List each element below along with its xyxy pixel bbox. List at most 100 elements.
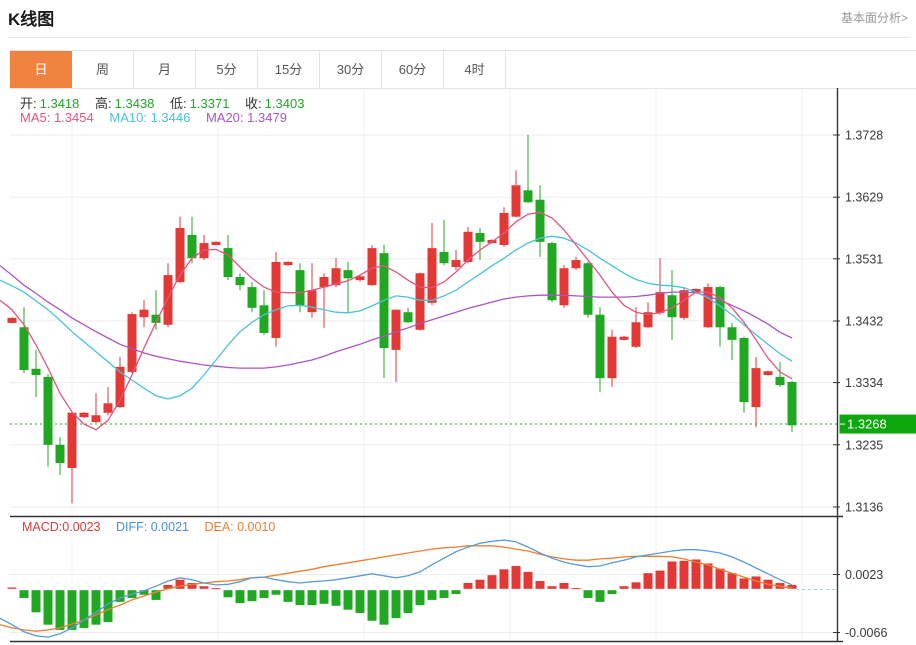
macd-bar-down [319,590,329,604]
diff-readout: DIFF: 0.0021 [116,520,189,534]
candle-body [763,371,773,376]
tab-60min[interactable]: 60分 [382,51,444,88]
candle-body [175,228,185,283]
ohlc-legend: 开: 1.3418 高: 1.3438 低: 1.3371 收: 1.3403 [20,93,316,112]
macd-bar-down [31,590,41,613]
candle-body [667,295,677,318]
last-price-label: 1.3268 [847,417,887,432]
candle-body [415,273,425,330]
tab-30min[interactable]: 30分 [320,51,382,88]
candle-body [439,251,449,264]
macd-bar-up [679,560,689,589]
macd-readout: MACD:0.0023 [22,520,101,534]
candle-body [67,412,77,469]
candle-body [319,277,329,288]
candle-body [403,312,413,323]
candle-body [343,270,353,279]
tab-month[interactable]: 月 [134,51,196,88]
ma20-readout: MA20: 1.3479 [205,110,287,125]
macd-bar-down [415,590,425,606]
price-axis-label: 1.3629 [845,191,883,205]
candle-body [103,403,113,413]
candle-body [571,260,581,269]
macd-bar-up [535,581,545,589]
candle-body [679,290,689,318]
header-divider [8,37,910,38]
candle-body [355,276,365,281]
candle-body [127,314,137,372]
price-axis-label: 1.3334 [845,376,883,390]
macd-bar-up [691,559,701,589]
ma20-line [0,265,793,369]
candle-body [775,376,785,386]
tab-4hour[interactable]: 4时 [444,51,506,88]
dea-readout: DEA: 0.0010 [204,520,276,534]
tab-15min[interactable]: 15分 [258,51,320,88]
macd-bar-down [151,590,161,600]
tab-week[interactable]: 周 [72,51,134,88]
candle-body [595,314,605,379]
candle-body [163,275,173,325]
candle-body [451,260,461,267]
macd-bar-up [667,561,677,589]
page-title: K线图 [8,10,55,29]
macd-bar-up [199,586,209,589]
low-readout: 低: 1.3371 [170,96,230,111]
tab-day[interactable]: 日 [10,51,72,88]
tab-5min[interactable]: 5分 [196,51,258,88]
macd-bar-down [91,590,101,625]
candle-body [307,290,317,313]
ma-legend: MA5: 1.3454 MA10: 1.3446 MA20: 1.3479 [20,110,299,125]
macd-bar-up [751,576,761,589]
candle-body [7,317,17,323]
candle-body [655,292,665,313]
candle-body [19,327,29,371]
candle-body [331,268,341,286]
macd-bar-up [643,573,653,589]
macd-bar-down [367,590,377,621]
macd-bar-up [475,579,485,589]
macd-bar-down [271,590,281,595]
dea-line [0,545,793,632]
candle-body [55,444,65,464]
candle-body [295,270,305,306]
candle-body [235,277,245,286]
macd-bar-up [187,582,197,589]
price-axis-label: 1.3432 [845,315,883,329]
open-readout: 开: 1.3418 [20,96,80,111]
candle-body [151,314,161,323]
candle-body [115,366,125,408]
macd-bar-up [547,586,557,589]
macd-bar-up [211,588,221,590]
candle-body [31,368,41,376]
candle-body [535,199,545,242]
candle-body [463,231,473,262]
macd-bar-down [607,590,617,595]
candle-body [367,248,377,286]
candle-body [43,376,53,445]
candle-body [79,412,89,418]
macd-bar-down [595,590,605,602]
macd-bar-down [439,590,449,598]
macd-bar-up [727,573,737,589]
macd-bar-down [19,590,29,598]
macd-legend: MACD:0.0023 DIFF: 0.0021 DEA: 0.0010 [22,520,287,534]
candle-body [787,381,797,426]
macd-bar-down [55,590,65,630]
ma10-readout: MA10: 1.3446 [109,110,191,125]
ma10-line [0,235,793,400]
macd-bar-down [259,590,269,598]
last-price-badge [839,414,916,434]
price-axis-label: 1.3728 [845,129,883,143]
macd-bar-down [235,590,245,604]
macd-bar-down [379,590,389,625]
macd-bar-up [703,563,713,589]
price-axis-label: 1.3531 [845,252,883,266]
candle-body [751,368,761,408]
macd-bar-up [619,586,629,589]
fundamental-analysis-link[interactable]: 基本面分析> [840,11,908,25]
macd-bar-up [523,571,533,589]
macd-bar-down [79,590,89,628]
macd-bar-down [427,590,437,600]
